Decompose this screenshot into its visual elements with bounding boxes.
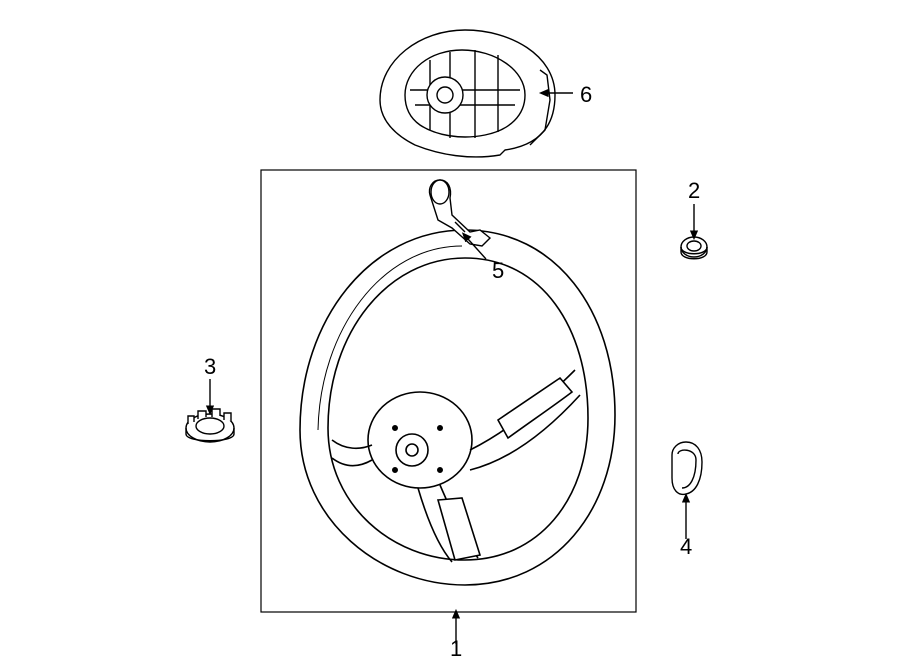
airbag-module [380, 30, 555, 157]
callout-3: 3 [204, 354, 216, 380]
callout-5: 5 [492, 258, 504, 284]
diagram-svg [0, 0, 900, 661]
switch-cap [681, 237, 707, 259]
callout-6: 6 [580, 82, 592, 108]
steering-wheel [300, 230, 615, 585]
parts-diagram: 1 2 3 4 5 6 [0, 0, 900, 661]
spoke-cover [672, 442, 702, 494]
hub-cover [186, 409, 234, 442]
callout-2: 2 [688, 178, 700, 204]
callout-1: 1 [450, 636, 462, 661]
callout-4: 4 [680, 534, 692, 560]
